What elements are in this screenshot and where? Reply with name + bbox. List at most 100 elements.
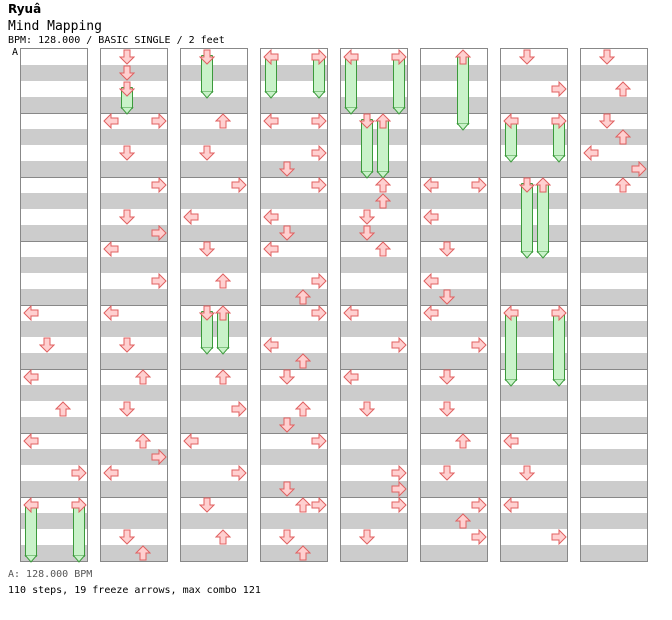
arrow-right-icon — [151, 273, 167, 289]
beat-stripe — [21, 161, 87, 177]
beat-stripe — [261, 449, 327, 465]
beat-stripe — [21, 193, 87, 209]
beat-stripe — [261, 289, 327, 305]
beat-stripe — [341, 97, 407, 113]
arrow-down-icon — [119, 81, 135, 97]
measure-line — [341, 305, 407, 306]
beat-stripe — [21, 97, 87, 113]
beat-stripe — [21, 417, 87, 433]
arrow-right-icon — [311, 433, 327, 449]
arrow-down-icon — [279, 369, 295, 385]
beat-stripe — [181, 449, 247, 465]
beat-stripe — [501, 97, 567, 113]
arrow-up-icon — [615, 177, 631, 193]
measure-column — [500, 48, 568, 562]
arrow-up-icon — [295, 401, 311, 417]
beat-stripe — [501, 385, 567, 401]
bpm-legend: A: 128.000 BPM — [8, 569, 93, 580]
beat-stripe — [181, 193, 247, 209]
measure-line — [581, 241, 647, 242]
freeze-arrow-tail — [520, 251, 534, 259]
measure-line — [501, 433, 567, 434]
arrow-down-icon — [119, 209, 135, 225]
arrow-left-icon — [263, 209, 279, 225]
arrow-down-icon — [439, 369, 455, 385]
arrow-up-icon — [55, 401, 71, 417]
arrow-left-icon — [503, 305, 519, 321]
measure-line — [501, 369, 567, 370]
arrow-left-icon — [183, 209, 199, 225]
arrow-right-icon — [311, 305, 327, 321]
arrow-down-icon — [279, 529, 295, 545]
arrow-left-icon — [423, 177, 439, 193]
beat-stripe — [181, 353, 247, 369]
beat-stripe — [101, 417, 167, 433]
arrow-up-icon — [215, 305, 231, 321]
measure-line — [101, 241, 167, 242]
arrow-right-icon — [551, 113, 567, 129]
arrow-up-icon — [295, 289, 311, 305]
arrow-left-icon — [183, 433, 199, 449]
beat-stripe — [21, 353, 87, 369]
arrow-right-icon — [471, 337, 487, 353]
arrow-right-icon — [551, 529, 567, 545]
beat-stripe — [21, 129, 87, 145]
beat-stripe — [261, 545, 327, 561]
beat-stripe — [581, 193, 647, 209]
measure-line — [421, 177, 487, 178]
arrow-left-icon — [503, 113, 519, 129]
beat-stripe — [261, 97, 327, 113]
beat-stripe — [181, 65, 247, 81]
beat-stripe — [581, 129, 647, 145]
beat-stripe — [501, 225, 567, 241]
measure-line — [21, 113, 87, 114]
beat-stripe — [21, 513, 87, 529]
freeze-arrow-tail — [24, 555, 38, 563]
freeze-arrow-tail — [456, 123, 470, 131]
beat-stripe — [421, 449, 487, 465]
beat-stripe — [421, 129, 487, 145]
arrow-down-icon — [119, 145, 135, 161]
arrow-down-icon — [279, 417, 295, 433]
beat-stripe — [581, 417, 647, 433]
beat-stripe — [341, 129, 407, 145]
measure-line — [581, 177, 647, 178]
arrow-up-icon — [375, 177, 391, 193]
beat-stripe — [261, 65, 327, 81]
arrow-up-icon — [215, 369, 231, 385]
measure-line — [261, 177, 327, 178]
arrow-up-icon — [535, 177, 551, 193]
beat-stripe — [21, 545, 87, 561]
arrow-down-icon — [199, 497, 215, 513]
arrow-right-icon — [471, 529, 487, 545]
song-title: Mind Mapping — [8, 19, 102, 34]
arrow-left-icon — [263, 49, 279, 65]
freeze-arrow — [505, 311, 517, 381]
freeze-arrow — [457, 55, 469, 125]
beat-stripe — [421, 257, 487, 273]
arrow-left-icon — [23, 369, 39, 385]
arrow-down-icon — [279, 225, 295, 241]
arrow-down-icon — [439, 465, 455, 481]
measure-line — [261, 497, 327, 498]
beat-stripe — [581, 97, 647, 113]
beat-stripe — [581, 513, 647, 529]
arrow-up-icon — [375, 113, 391, 129]
beat-stripe — [581, 545, 647, 561]
beat-stripe — [181, 545, 247, 561]
arrow-down-icon — [359, 401, 375, 417]
beat-stripe — [261, 129, 327, 145]
chart-meta: BPM: 128.000 / BASIC SINGLE / 2 feet — [8, 35, 225, 46]
measure-line — [581, 113, 647, 114]
freeze-arrow-tail — [392, 107, 406, 115]
arrow-right-icon — [151, 113, 167, 129]
beat-stripe — [21, 449, 87, 465]
measure-line — [181, 497, 247, 498]
measure-line — [581, 369, 647, 370]
arrow-left-icon — [423, 209, 439, 225]
beat-stripe — [101, 513, 167, 529]
arrow-down-icon — [359, 113, 375, 129]
measure-line — [341, 241, 407, 242]
arrow-down-icon — [359, 529, 375, 545]
measure-column — [180, 48, 248, 562]
